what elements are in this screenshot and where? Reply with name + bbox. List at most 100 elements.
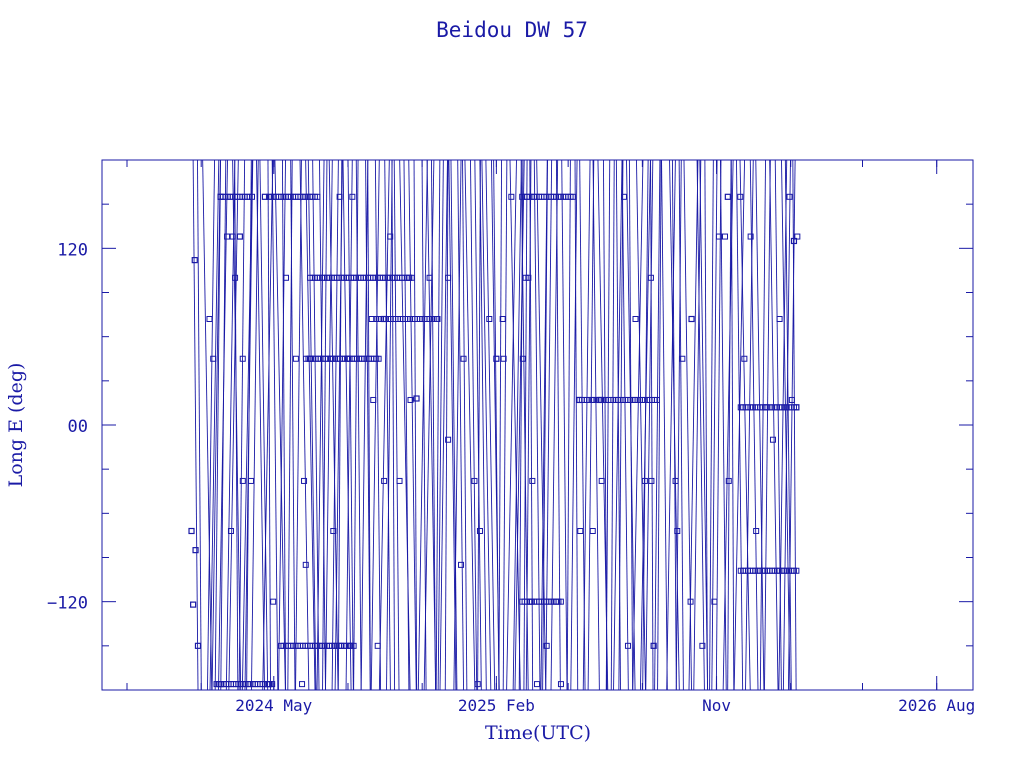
trace-segment	[628, 160, 634, 690]
trace-segment	[784, 160, 792, 690]
trace-segment	[661, 160, 668, 690]
data-point-marker	[374, 642, 381, 649]
data-point-marker	[672, 477, 679, 484]
trace-segment	[457, 160, 464, 690]
trace-segment	[498, 160, 503, 690]
sample-point	[413, 395, 420, 402]
data-point-marker	[349, 193, 356, 200]
data-point-marker	[674, 528, 681, 534]
data-point-marker	[699, 642, 706, 649]
trace-segment	[470, 160, 478, 690]
y-axis-label: Long E (deg)	[5, 363, 27, 488]
trace-segment	[337, 160, 343, 690]
data-point-marker	[486, 316, 493, 322]
trace-segment	[417, 160, 428, 690]
data-point-marker	[598, 477, 605, 484]
data-point-marker	[543, 642, 550, 649]
trace-segment	[378, 160, 390, 690]
data-point-marker	[471, 477, 478, 484]
data-point-marker	[282, 274, 289, 281]
trace-segment	[450, 160, 458, 690]
trace-segment	[570, 160, 578, 690]
data-point-marker	[239, 355, 246, 362]
trace-segment	[319, 160, 326, 690]
data-point-marker	[458, 561, 465, 568]
trace-segment	[192, 160, 199, 690]
trace-segment	[299, 160, 310, 690]
trace-segment	[642, 160, 649, 690]
trace-segment	[251, 160, 259, 690]
sample-point	[194, 642, 202, 649]
trace-segment	[481, 160, 492, 690]
data-point-marker	[534, 681, 541, 688]
trace-segment	[360, 160, 369, 690]
trace-segment	[477, 160, 481, 690]
trace-segment	[262, 160, 274, 690]
trace-segment	[479, 160, 487, 690]
trace-segment	[408, 160, 417, 690]
trace-segment	[384, 160, 391, 690]
plot-content	[188, 160, 801, 690]
trace-segment	[666, 160, 676, 690]
trace-segment	[671, 160, 677, 690]
data-point-marker	[368, 316, 375, 322]
plateau-marker	[314, 193, 321, 200]
x-tick-label: 2024 May	[235, 696, 312, 715]
data-point-marker	[589, 528, 596, 534]
data-point-marker	[302, 561, 309, 568]
data-point-marker	[725, 477, 732, 484]
trace-segment	[755, 160, 765, 690]
data-point-marker	[210, 355, 217, 362]
trace-segment	[464, 160, 476, 690]
data-point-marker	[239, 477, 246, 484]
trace-segment	[711, 160, 718, 690]
longitude-traces	[192, 160, 797, 690]
sample-point	[493, 355, 500, 362]
x-tick-label: Nov	[702, 696, 731, 715]
sample-point	[192, 547, 199, 554]
trace-segment	[550, 160, 559, 690]
trace-segment	[605, 160, 611, 690]
trace-segment	[509, 160, 521, 690]
trace-segment	[618, 160, 624, 690]
plateau-marker	[249, 193, 256, 200]
data-point-marker	[508, 193, 515, 200]
data-point-marker	[641, 477, 648, 484]
trace-segment	[485, 160, 496, 690]
plateau-marker	[408, 274, 415, 281]
data-point-marker	[753, 528, 760, 534]
trace-segment	[688, 160, 699, 690]
data-point-marker	[407, 396, 414, 403]
data-point-marker	[722, 233, 729, 240]
plateau-marker	[793, 567, 800, 574]
trace-segment	[719, 160, 727, 690]
trace-segment	[328, 160, 339, 690]
data-point-marker	[232, 274, 239, 281]
trace-segment	[256, 160, 266, 690]
axes: 120 00 −120 2024 May 2025 Feb Nov 2026 Aug	[47, 160, 975, 715]
trace-segment	[271, 160, 279, 690]
data-point-marker	[336, 193, 343, 200]
trace-segment	[764, 160, 771, 690]
data-point-marker	[381, 477, 388, 484]
trace-segment	[587, 160, 595, 690]
plateau-marker	[433, 316, 440, 322]
chart-title: Beidou DW 57	[436, 18, 588, 42]
trace-segment	[778, 160, 788, 690]
x-tick-label: 2026 Aug	[898, 696, 975, 715]
data-point-marker	[776, 316, 783, 322]
sample-point	[190, 601, 197, 608]
data-point-marker	[292, 355, 299, 362]
trace-segment	[444, 160, 449, 690]
y-tick-label: 00	[68, 417, 88, 437]
trace-segment	[792, 160, 797, 690]
trace-segment	[220, 160, 227, 690]
trace-segment	[474, 160, 482, 690]
trace-segment	[613, 160, 623, 690]
trace-segment	[678, 160, 684, 690]
data-point-marker	[301, 477, 308, 484]
data-point-marker	[711, 598, 718, 605]
x-tick-label: 2025 Feb	[458, 696, 535, 715]
trace-segment	[214, 160, 222, 690]
